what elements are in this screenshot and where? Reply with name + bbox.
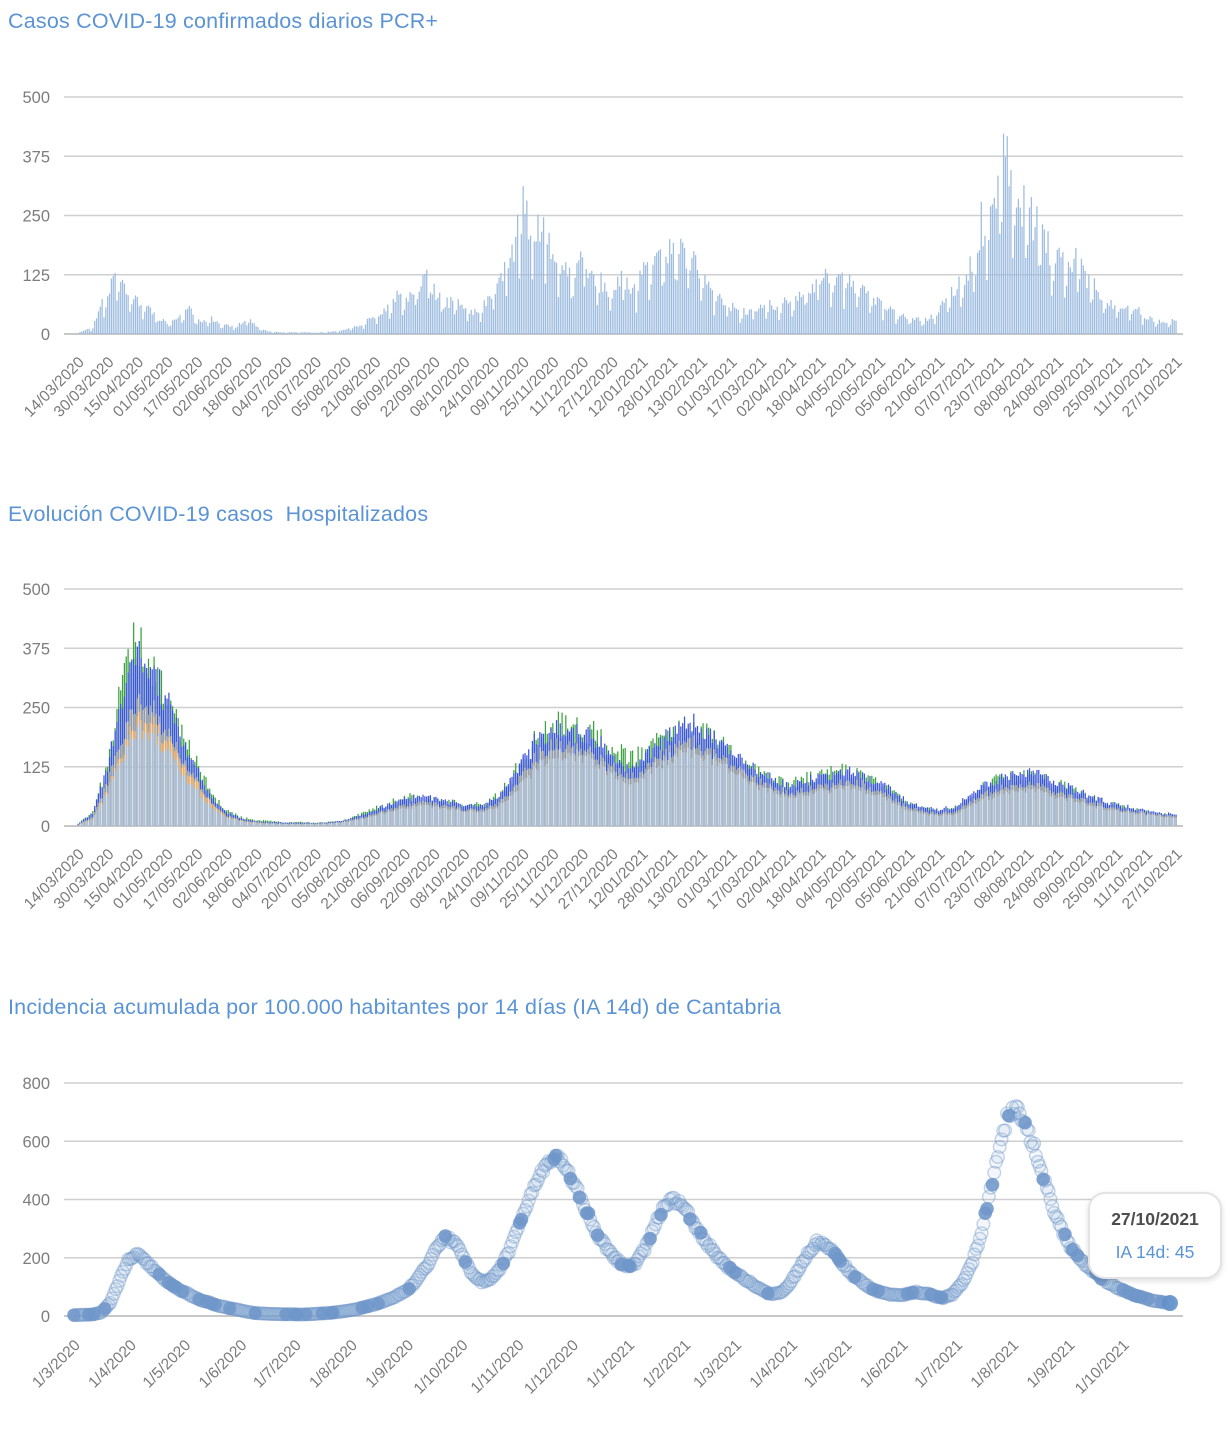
pcr-x-axis-labels: 14/03/202030/03/202015/04/202001/05/2020… [21,354,1186,421]
svg-text:200: 200 [22,1250,50,1268]
svg-text:375: 375 [22,148,50,166]
svg-text:1/10/2020: 1/10/2020 [411,1337,472,1398]
hosp-bars-lightblue [77,721,1177,826]
svg-text:0: 0 [41,818,50,836]
svg-text:1/6/2021: 1/6/2021 [857,1337,912,1392]
ia14d-chart-title: Incidencia acumulada por 100.000 habitan… [8,995,782,1019]
pcr-y-axis-labels: 500 375 250 125 0 [22,89,50,344]
svg-text:1/9/2020: 1/9/2020 [362,1337,417,1392]
svg-text:1/7/2021: 1/7/2021 [911,1337,966,1392]
ia14d-y-axis-labels: 800 600 400 200 0 [22,1075,50,1326]
svg-text:1/3/2021: 1/3/2021 [690,1337,745,1392]
svg-text:400: 400 [22,1192,50,1210]
svg-text:1/2/2021: 1/2/2021 [640,1337,695,1392]
svg-text:1/8/2020: 1/8/2020 [306,1337,361,1392]
ia14d-last-point [1162,1295,1178,1312]
svg-text:600: 600 [22,1133,50,1151]
svg-text:0: 0 [41,1308,50,1326]
svg-text:500: 500 [22,89,50,107]
svg-text:1/10/2021: 1/10/2021 [1072,1337,1133,1398]
tooltip-date: 27/10/2021 [1111,1209,1199,1229]
svg-text:1/9/2021: 1/9/2021 [1024,1337,1079,1392]
svg-text:1/12/2020: 1/12/2020 [521,1337,582,1398]
hosp-x-axis-labels: 14/03/202030/03/202015/04/202001/05/2020… [21,846,1186,913]
svg-text:1/4/2021: 1/4/2021 [747,1337,802,1392]
svg-text:250: 250 [22,208,50,226]
svg-text:1/11/2020: 1/11/2020 [468,1337,528,1397]
ia14d-dots [68,1099,1176,1323]
svg-text:800: 800 [22,1075,50,1093]
pcr-bars [77,133,1177,334]
svg-text:1/5/2021: 1/5/2021 [801,1337,856,1392]
svg-text:1/1/2021: 1/1/2021 [583,1337,638,1392]
ia14d-grid [64,1082,1183,1317]
svg-text:1/3/2020: 1/3/2020 [29,1337,84,1392]
hosp-chart-title: Evolución COVID-19 casos Hospitalizados [8,502,429,526]
svg-text:1/6/2020: 1/6/2020 [196,1337,251,1392]
hosp-y-axis-labels: 500 375 250 125 0 [22,581,50,836]
svg-text:1/5/2020: 1/5/2020 [140,1337,195,1392]
pcr-chart-title: Casos COVID-19 confirmados diarios PCR+ [8,9,439,33]
ia14d-tooltip: 27/10/2021 IA 14d: 45 [1088,1192,1222,1279]
svg-text:1/8/2021: 1/8/2021 [968,1337,1023,1392]
svg-text:375: 375 [22,640,50,658]
svg-text:1/7/2020: 1/7/2020 [250,1337,305,1392]
ia14d-x-axis-labels: 1/3/2020 1/4/2020 1/5/2020 1/6/2020 1/7/2020… [29,1337,1133,1398]
svg-text:1/4/2020: 1/4/2020 [85,1337,140,1392]
svg-text:500: 500 [22,581,50,599]
svg-text:0: 0 [41,326,50,344]
ia14d-solid-dots [67,1108,1178,1322]
tooltip-value: IA 14d: 45 [1115,1242,1195,1262]
svg-text:250: 250 [22,700,50,718]
svg-text:125: 125 [22,759,50,777]
svg-text:125: 125 [22,267,50,285]
